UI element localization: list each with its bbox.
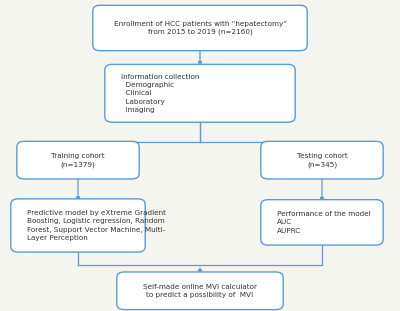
Text: Performance of the model
AUC
AUPRC: Performance of the model AUC AUPRC bbox=[277, 211, 370, 234]
FancyBboxPatch shape bbox=[261, 141, 383, 179]
Text: Information collection
  Demographic
  Clinical
  Laboratory
  Imaging: Information collection Demographic Clini… bbox=[121, 74, 199, 113]
Text: Training cohort
(n=1379): Training cohort (n=1379) bbox=[51, 153, 105, 168]
FancyBboxPatch shape bbox=[11, 199, 145, 252]
FancyBboxPatch shape bbox=[261, 200, 383, 245]
FancyBboxPatch shape bbox=[17, 141, 139, 179]
FancyBboxPatch shape bbox=[117, 272, 283, 310]
Text: Enrollment of HCC patients with “hepatectomy”
from 2015 to 2019 (n=2160): Enrollment of HCC patients with “hepatec… bbox=[114, 21, 286, 35]
Text: Testing cohort
(n=345): Testing cohort (n=345) bbox=[297, 153, 347, 168]
Text: Predictive model by eXtreme Gradient
Boosting, Logistic regression, Random
Fores: Predictive model by eXtreme Gradient Boo… bbox=[27, 210, 166, 241]
Text: Self-made online MVI calculator
to predict a possibility of  MVI: Self-made online MVI calculator to predi… bbox=[143, 284, 257, 298]
FancyBboxPatch shape bbox=[93, 5, 307, 51]
FancyBboxPatch shape bbox=[105, 64, 295, 122]
